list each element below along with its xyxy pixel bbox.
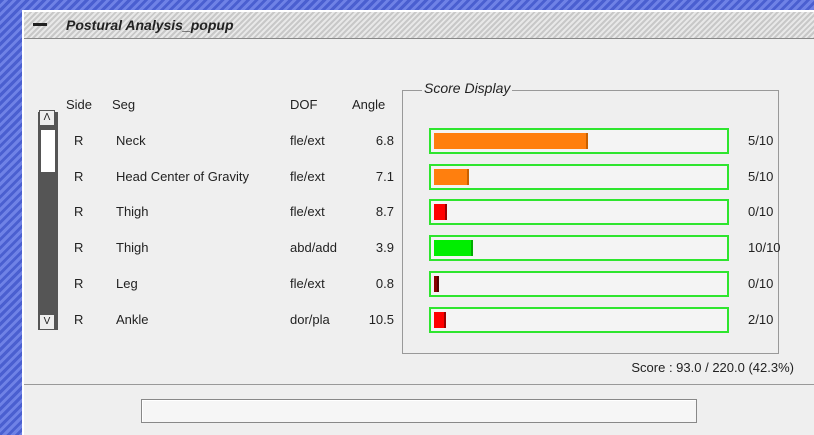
dof-cell: fle/ext (290, 204, 325, 219)
score-group (402, 90, 779, 354)
score-cell: 10/10 (748, 240, 781, 255)
angle-cell: 10.5 (368, 312, 394, 327)
segment-cell: Neck (116, 133, 146, 148)
scroll-up-button[interactable]: Λ (39, 110, 55, 126)
scroll-down-button[interactable]: V (39, 314, 55, 330)
score-cell: 0/10 (748, 204, 774, 219)
side-cell: R (74, 169, 84, 184)
window: Postural Analysis_popup Λ V Score Displa… (22, 10, 814, 435)
segment-cell: Thigh (116, 204, 149, 219)
score-bar (429, 199, 729, 225)
group-label: Score Display (422, 80, 513, 96)
score-bar-fill (434, 312, 446, 328)
score-bar (429, 164, 729, 190)
scroll-thumb[interactable] (41, 130, 55, 172)
dof-cell: fle/ext (290, 169, 325, 184)
score-bar-fill (434, 276, 439, 292)
score-bar-fill (434, 240, 473, 256)
score-bar (429, 307, 729, 333)
score-bar (429, 128, 729, 154)
text-field[interactable] (141, 399, 697, 423)
total-score: Score : 93.0 / 220.0 (42.3%) (631, 360, 794, 375)
angle-cell: 8.7 (375, 204, 394, 219)
side-cell: R (74, 204, 84, 219)
score-bar (429, 235, 729, 261)
score-cell: 5/10 (748, 133, 774, 148)
title-bar: Postural Analysis_popup (24, 12, 814, 39)
score-bar-fill (434, 169, 469, 185)
segment-cell: Leg (116, 276, 138, 291)
window-menu-button[interactable] (26, 15, 56, 35)
column-header: Angle (352, 97, 386, 112)
column-header: Side (66, 97, 93, 112)
dof-cell: dor/pla (290, 312, 330, 327)
score-bar-fill (434, 204, 447, 220)
angle-cell: 0.8 (375, 276, 394, 291)
score-bar (429, 271, 729, 297)
score-cell: 5/10 (748, 169, 774, 184)
score-cell: 0/10 (748, 276, 774, 291)
segment-cell: Thigh (116, 240, 149, 255)
side-cell: R (74, 276, 84, 291)
angle-cell: 7.1 (375, 169, 394, 184)
segment-cell: Ankle (116, 312, 149, 327)
angle-cell: 6.8 (375, 133, 394, 148)
angle-cell: 3.9 (375, 240, 394, 255)
score-bar-fill (434, 133, 588, 149)
side-cell: R (74, 312, 84, 327)
segment-cell: Head Center of Gravity (116, 169, 249, 184)
side-cell: R (74, 133, 84, 148)
dof-cell: abd/add (290, 240, 337, 255)
dof-cell: fle/ext (290, 276, 325, 291)
separator (24, 384, 814, 385)
column-header: DOF (290, 97, 318, 112)
column-header: Seg (112, 97, 136, 112)
side-cell: R (74, 240, 84, 255)
window-title: Postural Analysis_popup (66, 17, 234, 33)
score-cell: 2/10 (748, 312, 774, 327)
dof-cell: fle/ext (290, 133, 325, 148)
